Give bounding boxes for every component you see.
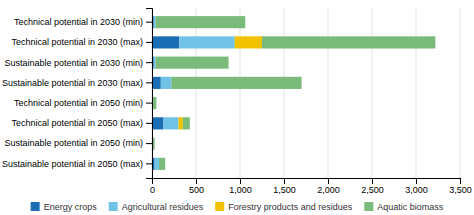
series [154, 16, 235, 170]
tick-mark [372, 178, 373, 184]
bar [152, 77, 161, 89]
tick-label: Sustainable potential in 2050 (min) [4, 138, 143, 148]
tick: Technical potential in 2050 (min) [14, 98, 152, 108]
tick-label: 1,000 [229, 185, 252, 195]
tick-label: Sustainable potential in 2050 (max) [2, 159, 143, 169]
tick: 2,000 [317, 178, 340, 195]
bar [235, 36, 262, 48]
tick: 1,000 [229, 178, 252, 195]
bar [171, 77, 301, 89]
series [152, 16, 435, 170]
bar [262, 36, 435, 48]
bar [155, 158, 159, 170]
grid-line [460, 8, 461, 178]
tick: 2,500 [361, 178, 384, 195]
legend-item: Forestry products and residues [215, 202, 353, 212]
legend-swatch [215, 202, 224, 211]
legend-item: Aquatic biomass [364, 202, 444, 212]
tick-mark [284, 178, 285, 184]
bars [152, 16, 435, 170]
tick: 0 [150, 178, 155, 195]
bar [156, 57, 229, 69]
tick-label: Sustainable potential in 2030 (max) [2, 78, 143, 88]
tick-mark [146, 143, 152, 144]
legend-label: Aquatic biomass [377, 202, 444, 212]
legend-label: Energy crops [44, 202, 98, 212]
legend-swatch [109, 202, 118, 211]
tick: 1,500 [273, 178, 296, 195]
tick-label: 2,500 [361, 185, 384, 195]
tick-mark [240, 178, 241, 184]
tick-label: 2,000 [317, 185, 340, 195]
tick: Technical potential in 2030 (max) [11, 37, 152, 47]
series [152, 16, 179, 170]
tick: Sustainable potential in 2030 (min) [4, 58, 152, 68]
tick-label: Technical potential in 2030 (min) [14, 17, 143, 27]
legend-label: Forestry products and residues [228, 202, 353, 212]
tick-label: Sustainable potential in 2030 (min) [4, 58, 143, 68]
legend-item: Energy crops [31, 202, 98, 212]
tick-label: Technical potential in 2050 (max) [11, 118, 143, 128]
legend-swatch [364, 202, 373, 211]
x-axis: 0 500 1,000 1,500 2,000 2,500 3,000 3,500 [150, 178, 472, 195]
tick: Sustainable potential in 2030 (max) [2, 78, 152, 88]
grid-line [240, 8, 241, 178]
tick-label: Technical potential in 2050 (min) [14, 98, 143, 108]
legend-label: Agricultural residues [122, 202, 204, 212]
bar [179, 36, 234, 48]
tick-mark [146, 103, 152, 104]
tick-mark [196, 178, 197, 184]
bar [156, 16, 246, 28]
tick-mark [328, 178, 329, 184]
legend-swatch [31, 202, 40, 211]
tick-mark [146, 163, 152, 164]
tick: Sustainable potential in 2050 (min) [4, 138, 152, 148]
grid-line [416, 8, 417, 178]
tick: Technical potential in 2050 (max) [11, 118, 152, 128]
bar [178, 117, 182, 129]
tick-label: 1,500 [273, 185, 296, 195]
grid-line [284, 8, 285, 178]
legend-item: Agricultural residues [109, 202, 204, 212]
tick: 500 [189, 178, 204, 195]
tick: Technical potential in 2030 (min) [14, 17, 152, 27]
tick-mark [146, 22, 152, 23]
tick: 3,000 [405, 178, 428, 195]
axis-line [153, 179, 461, 185]
bar [163, 117, 178, 129]
bar [161, 77, 172, 89]
legend: Energy crops Agricultural residues Forestr… [31, 202, 444, 212]
tick-label: 3,000 [405, 185, 428, 195]
tick-mark [416, 178, 417, 184]
bar [154, 57, 156, 69]
bar [159, 158, 165, 170]
bar [152, 36, 179, 48]
tick-mark [146, 82, 152, 83]
tick-mark [146, 42, 152, 43]
y-axis: Technical potential in 2030 (min) Technic… [2, 9, 153, 179]
tick: Sustainable potential in 2050 (max) [2, 159, 152, 169]
bar [183, 117, 190, 129]
bar [152, 117, 163, 129]
tick-label: Technical potential in 2030 (max) [11, 37, 143, 47]
tick-mark [460, 178, 461, 184]
grid-line [196, 8, 197, 178]
grid-line [328, 8, 329, 178]
tick-label: 500 [189, 185, 204, 195]
tick: 3,500 [449, 178, 472, 195]
bar [154, 16, 156, 28]
tick-label: 3,500 [449, 185, 472, 195]
chart: 0 500 1,000 1,500 2,000 2,500 3,000 3,500 Techni… [0, 0, 474, 215]
axis-line [146, 9, 153, 179]
tick-label: 0 [150, 185, 155, 195]
tick-mark [146, 123, 152, 124]
grid [152, 8, 460, 178]
grid-line [372, 8, 373, 178]
tick-mark [146, 62, 152, 63]
